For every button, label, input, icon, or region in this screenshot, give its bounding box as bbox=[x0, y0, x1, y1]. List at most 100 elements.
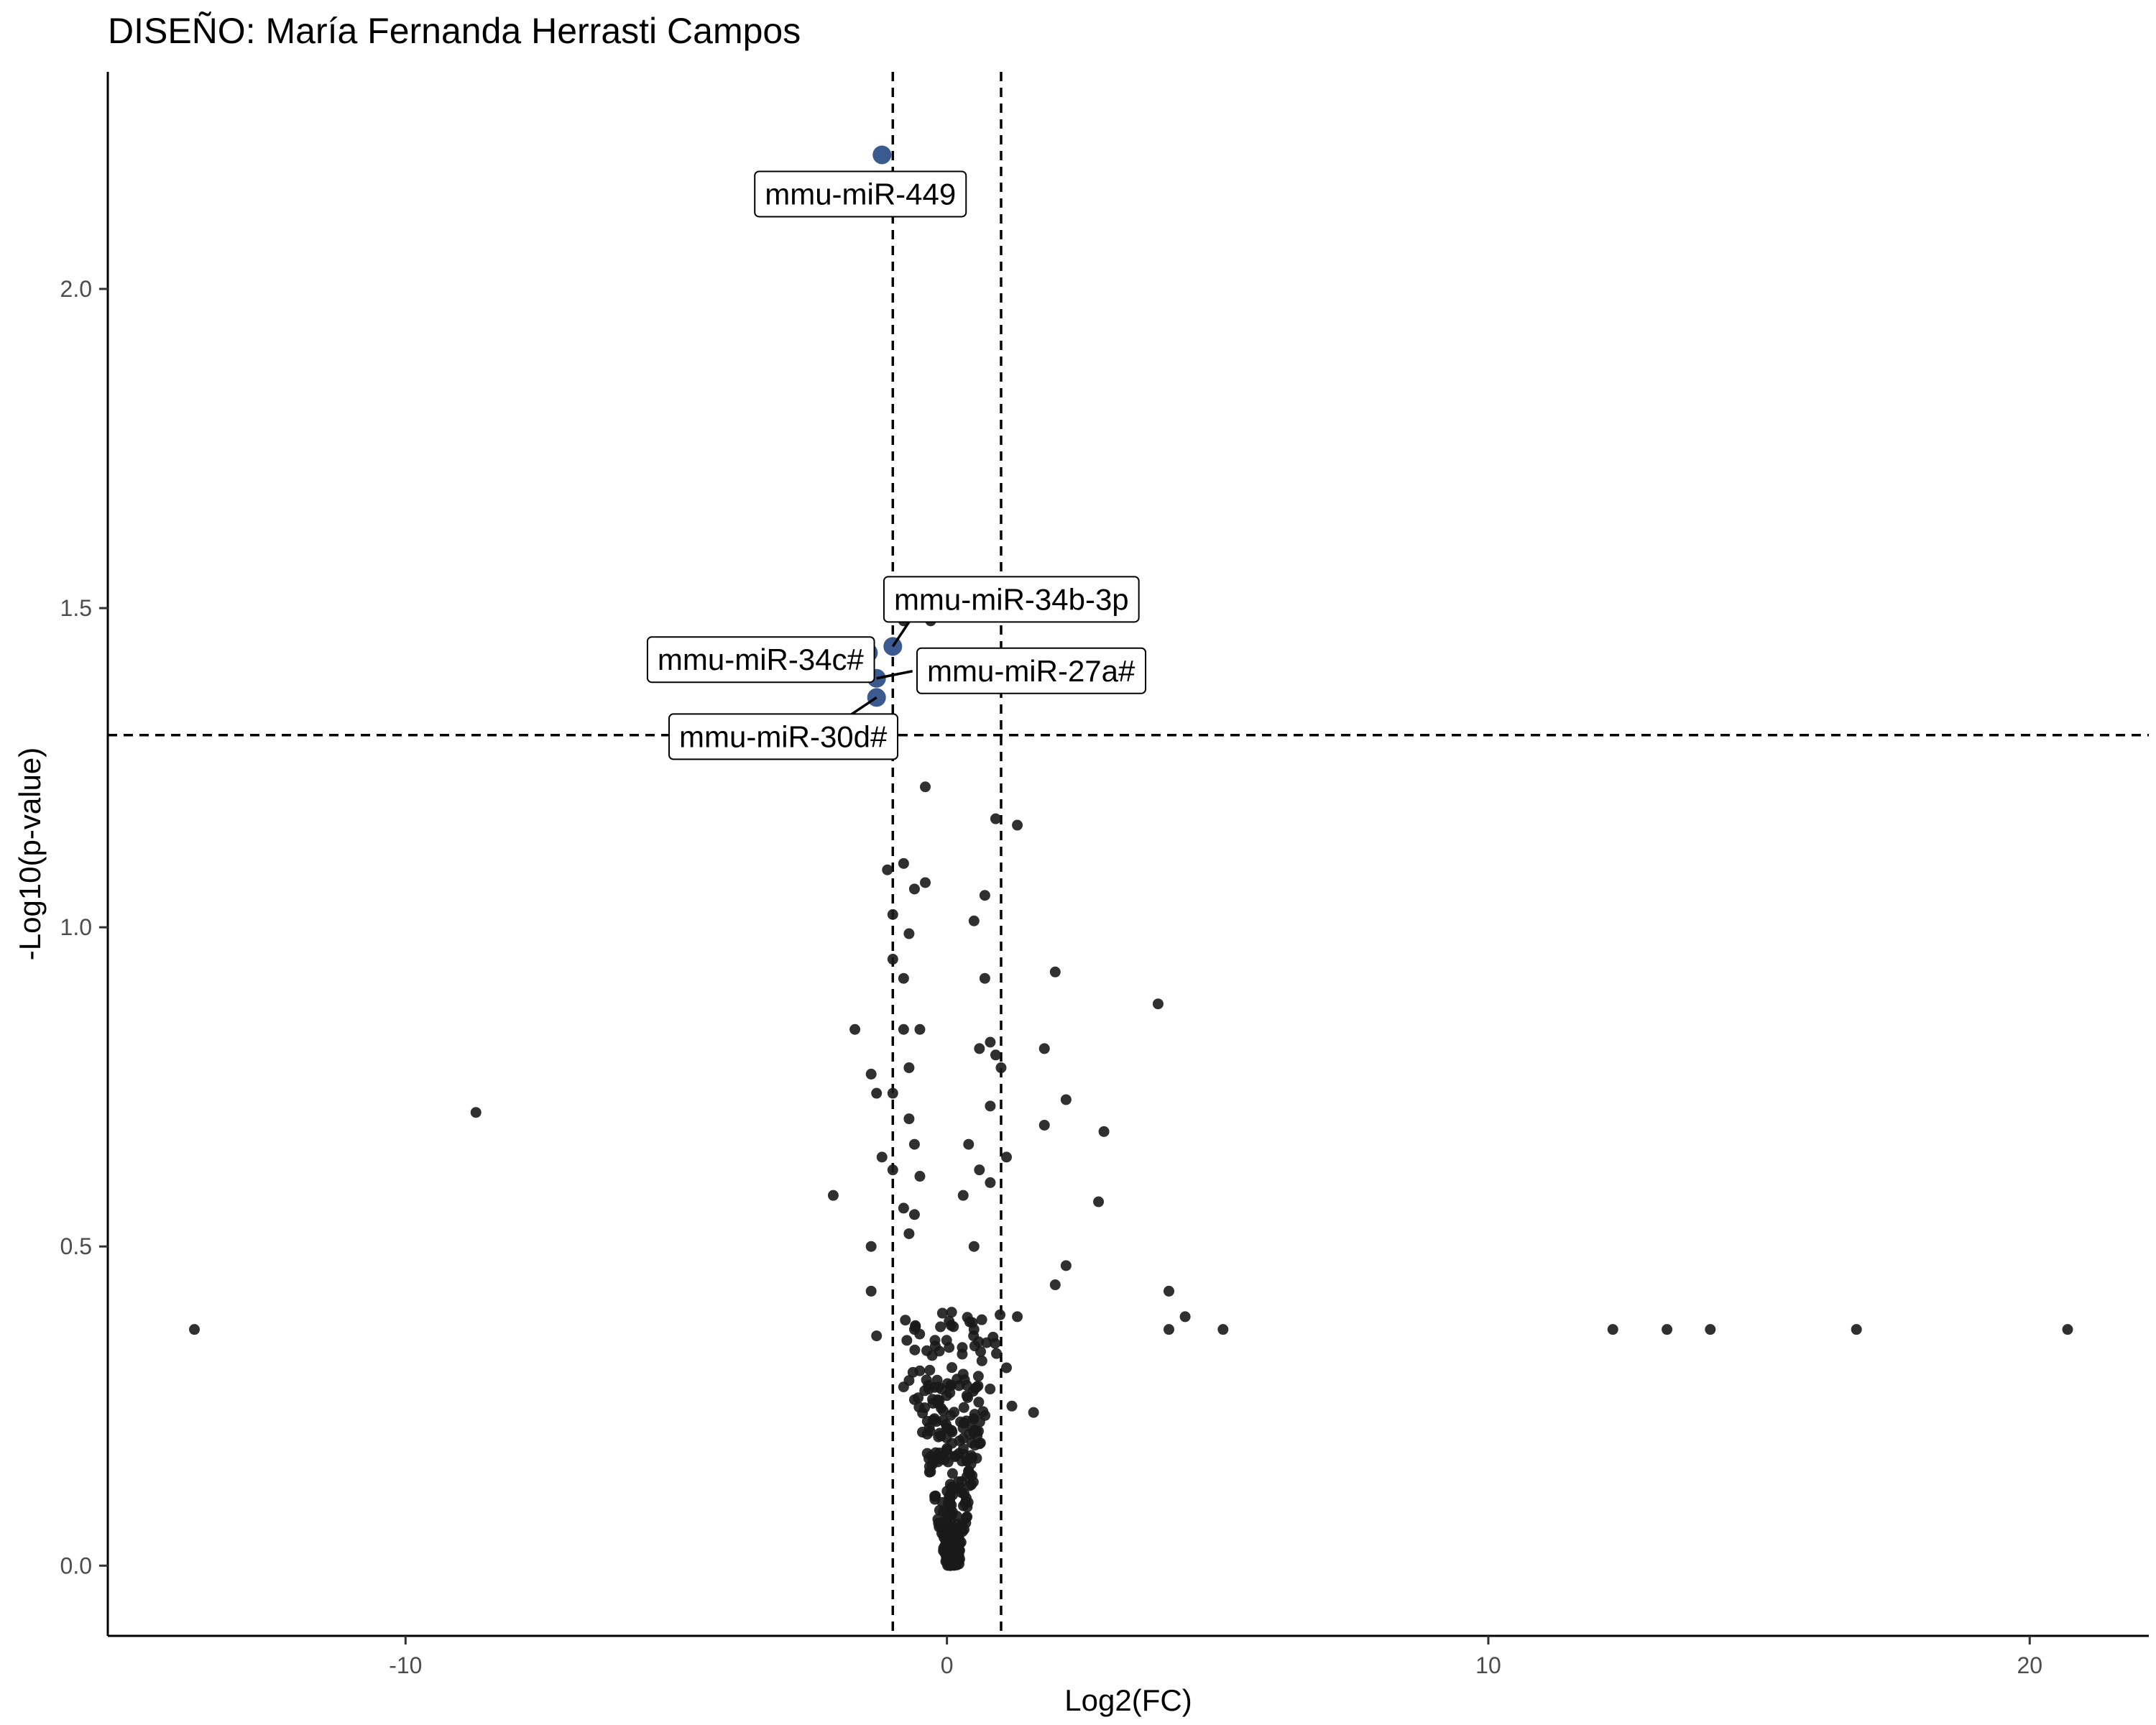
gene-label: mmu-miR-34c# bbox=[646, 636, 875, 684]
data-point bbox=[935, 1321, 946, 1333]
data-point bbox=[950, 1545, 962, 1556]
data-point bbox=[948, 1321, 959, 1333]
data-point bbox=[876, 1151, 888, 1163]
data-point bbox=[934, 1504, 945, 1516]
data-point bbox=[898, 1024, 909, 1035]
data-point bbox=[974, 1416, 985, 1427]
y-tick-label: 1.5 bbox=[60, 595, 92, 621]
data-point bbox=[941, 1528, 952, 1540]
data-point bbox=[898, 972, 909, 984]
data-point bbox=[908, 1138, 920, 1150]
data-point bbox=[950, 1527, 962, 1538]
data-point bbox=[957, 1348, 968, 1360]
data-point bbox=[1662, 1324, 1673, 1335]
data-point bbox=[936, 1517, 947, 1528]
data-point bbox=[1012, 819, 1023, 831]
data-point bbox=[969, 1409, 980, 1420]
data-point bbox=[1001, 1151, 1013, 1163]
data-point bbox=[865, 1068, 877, 1080]
data-point bbox=[1705, 1324, 1716, 1335]
data-point bbox=[929, 1491, 941, 1502]
data-point bbox=[1012, 1311, 1023, 1322]
data-point bbox=[913, 1392, 924, 1404]
data-point bbox=[913, 1402, 925, 1413]
data-point bbox=[1152, 998, 1164, 1010]
data-point bbox=[1060, 1094, 1072, 1105]
data-point bbox=[973, 1397, 985, 1408]
data-point bbox=[2062, 1324, 2073, 1335]
data-point bbox=[979, 972, 990, 984]
data-point bbox=[958, 1402, 969, 1413]
data-point bbox=[865, 1241, 877, 1252]
data-point bbox=[995, 1309, 1006, 1320]
data-point bbox=[985, 1384, 996, 1395]
data-point bbox=[871, 1330, 883, 1342]
data-point bbox=[967, 1476, 979, 1488]
y-tick-label: 0.0 bbox=[60, 1552, 92, 1578]
data-point bbox=[990, 813, 1001, 824]
data-point bbox=[960, 1496, 972, 1508]
data-point bbox=[919, 1385, 931, 1397]
data-point bbox=[945, 1409, 957, 1421]
gene-label: mmu-miR-27a# bbox=[916, 647, 1147, 694]
data-point bbox=[974, 1164, 985, 1176]
data-point bbox=[921, 1448, 933, 1459]
data-point bbox=[921, 1428, 933, 1440]
data-point bbox=[827, 1190, 839, 1201]
data-point bbox=[964, 1428, 975, 1440]
x-tick-label: 0 bbox=[941, 1652, 954, 1678]
data-point bbox=[882, 864, 893, 875]
data-point bbox=[930, 1447, 941, 1458]
gene-label-text: mmu-miR-449 bbox=[765, 177, 956, 211]
x-tick-label: 10 bbox=[1475, 1652, 1501, 1678]
x-axis-ticks: -10 0 10 20 bbox=[389, 1636, 2042, 1678]
y-tick-label: 2.0 bbox=[60, 276, 92, 302]
data-point bbox=[1093, 1196, 1105, 1208]
data-point bbox=[1038, 1119, 1050, 1131]
data-point bbox=[991, 1348, 1003, 1359]
data-point bbox=[956, 1476, 967, 1487]
data-point bbox=[849, 1024, 861, 1035]
data-point bbox=[470, 1107, 482, 1118]
data-point bbox=[936, 1307, 948, 1319]
data-point bbox=[962, 1312, 973, 1323]
data-point bbox=[946, 1484, 957, 1496]
data-point bbox=[957, 1190, 969, 1201]
data-point bbox=[979, 890, 990, 901]
data-point bbox=[963, 1138, 975, 1150]
data-point bbox=[967, 1452, 978, 1463]
data-point bbox=[966, 1437, 977, 1448]
data-point bbox=[985, 1100, 996, 1112]
significant-point bbox=[872, 145, 892, 165]
data-point bbox=[907, 1366, 918, 1378]
data-point bbox=[1607, 1324, 1618, 1335]
data-point bbox=[932, 1394, 944, 1406]
data-point bbox=[909, 1344, 921, 1356]
data-point bbox=[923, 1460, 935, 1472]
data-point bbox=[901, 1335, 913, 1346]
data-point bbox=[975, 1346, 987, 1357]
data-point bbox=[903, 1228, 915, 1239]
data-point bbox=[1049, 966, 1061, 978]
data-point bbox=[968, 1241, 980, 1252]
data-point bbox=[977, 1406, 989, 1417]
data-point bbox=[921, 1345, 933, 1356]
data-point bbox=[1006, 1400, 1018, 1412]
data-point bbox=[900, 1315, 911, 1326]
data-point bbox=[929, 1413, 940, 1425]
data-point bbox=[910, 1321, 921, 1333]
data-point bbox=[936, 1384, 947, 1395]
data-point bbox=[990, 1338, 1001, 1349]
data-point bbox=[898, 1381, 909, 1393]
x-tick-label: 20 bbox=[2017, 1652, 2042, 1678]
gene-label-box bbox=[883, 576, 1140, 623]
data-point bbox=[972, 1380, 984, 1392]
data-point bbox=[1098, 1126, 1110, 1137]
data-point bbox=[1217, 1324, 1229, 1335]
data-point bbox=[941, 1422, 953, 1434]
data-point bbox=[920, 877, 931, 888]
label-leader-line bbox=[876, 670, 913, 680]
data-point bbox=[924, 1364, 936, 1376]
gene-label-text: mmu-miR-34c# bbox=[658, 643, 865, 676]
